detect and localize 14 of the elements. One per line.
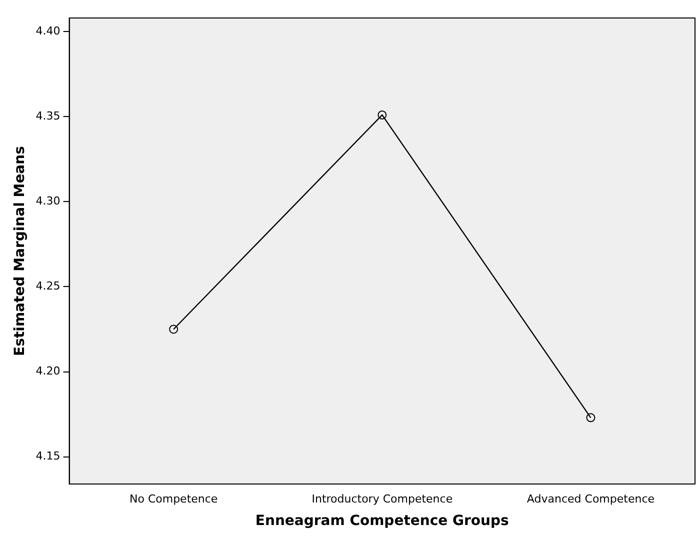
y-tick-label: 4.35 <box>36 110 60 122</box>
point <box>586 413 596 422</box>
x-axis-title: Enneagram Competence Groups <box>255 513 509 530</box>
y-tick-label: 4.40 <box>36 24 60 38</box>
y-tick-label: 4.30 <box>36 194 60 208</box>
x-tick-label: Advanced Competence <box>526 492 655 506</box>
y-tick-label: 4.15 <box>36 450 60 463</box>
y-tick-label: 4.25 <box>36 280 60 293</box>
x-tick-label: Introductory Competence <box>312 492 453 506</box>
point <box>378 110 387 120</box>
y-tick-label: 4.20 <box>36 364 60 378</box>
x-tick-label: No Competence <box>129 492 218 506</box>
y-axis-title: Estimated Marginal Means <box>12 146 28 356</box>
point <box>169 324 178 334</box>
